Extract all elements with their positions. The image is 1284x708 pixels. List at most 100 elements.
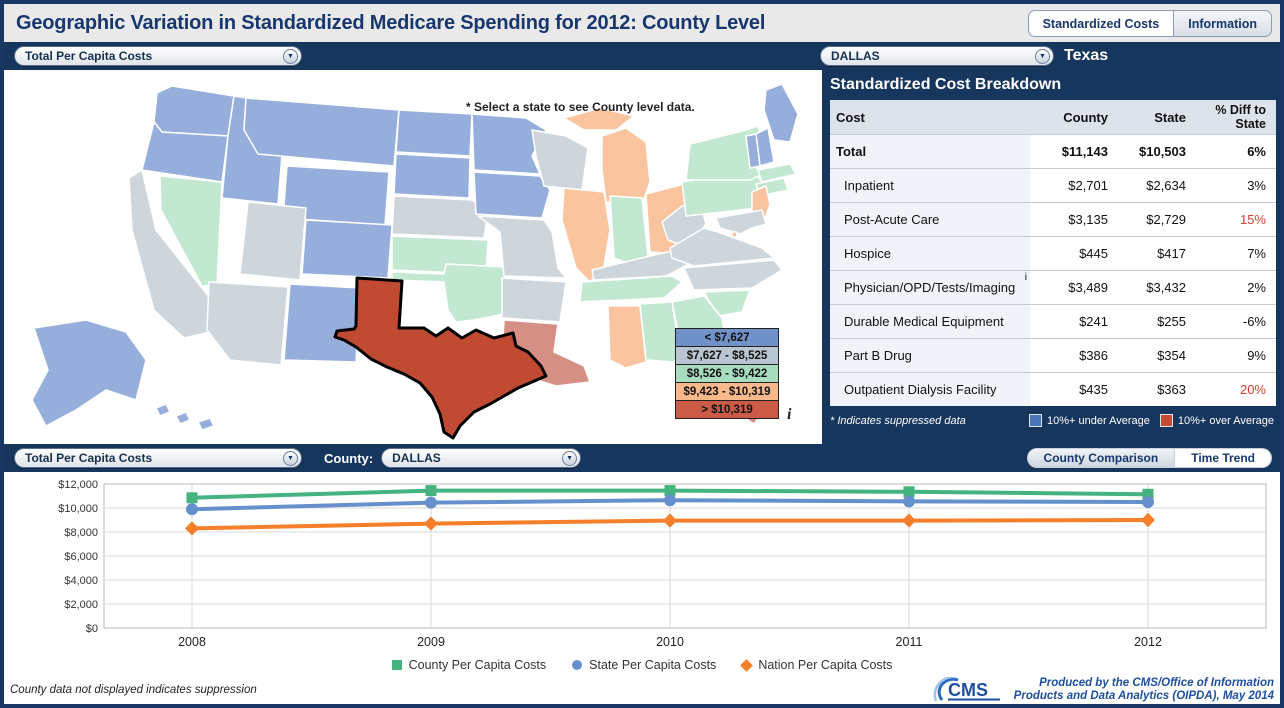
data-point[interactable] (662, 513, 678, 528)
data-point[interactable] (423, 516, 439, 531)
state-NE[interactable] (391, 195, 489, 239)
credit-block: CMS Produced by the CMS/Office of Inform… (932, 677, 1274, 703)
tab-time-trend[interactable]: Time Trend (1175, 448, 1272, 468)
map-controls-bar: Total Per Capita Costs ▼ DALLAS ▼ Texas (4, 42, 1280, 70)
state-CO[interactable] (301, 219, 393, 279)
state-NC[interactable] (683, 259, 783, 291)
state-TX[interactable] (333, 276, 548, 440)
county-dropdown-top[interactable]: DALLAS ▼ (820, 46, 1054, 66)
state-ME[interactable] (763, 83, 799, 143)
trend-metric-dropdown[interactable]: Total Per Capita Costs ▼ (14, 448, 302, 468)
data-point[interactable] (903, 495, 915, 508)
state-OR[interactable] (141, 121, 229, 183)
selected-state-label: Texas (1064, 47, 1109, 64)
state-IA[interactable] (473, 171, 551, 219)
state-OK[interactable] (391, 263, 507, 323)
data-point[interactable] (425, 485, 437, 497)
state-MN[interactable] (471, 113, 547, 175)
trend-chart-legend: County Per Capita Costs State Per Capita … (4, 654, 1280, 676)
cost-name: Physician/OPD/Tests/Imaging i (830, 271, 1030, 304)
state-NM[interactable] (283, 283, 361, 363)
us-choropleth-map[interactable] (4, 70, 822, 444)
trend-county-dropdown-value: DALLAS (392, 451, 441, 465)
state-value: $10,503 (1139, 144, 1186, 159)
info-icon[interactable]: i (787, 406, 792, 423)
state-TN[interactable] (579, 275, 683, 303)
cms-logo: CMS (933, 677, 1000, 702)
over-average-label: 10%+ over Average (1177, 414, 1274, 427)
x-axis-tick: 2010 (656, 635, 684, 649)
data-point[interactable] (1142, 495, 1154, 508)
diff-value: 3% (1247, 178, 1266, 193)
data-point[interactable] (186, 503, 198, 516)
map-legend-row: > $10,319 (675, 400, 779, 419)
state-AK[interactable] (31, 319, 147, 427)
state-VA[interactable] (669, 227, 775, 267)
state-value: $255 (1157, 314, 1186, 329)
state-HI[interactable] (155, 403, 215, 431)
data-point[interactable] (664, 494, 676, 507)
trend-county-dropdown[interactable]: DALLAS ▼ (381, 448, 582, 468)
cost-name: Post-Acute Care (830, 203, 1030, 236)
county-value: $445 (1079, 246, 1108, 261)
tab-county-comparison[interactable]: County Comparison (1026, 448, 1176, 468)
x-axis-tick: 2008 (178, 635, 206, 649)
y-axis-tick: $10,000 (58, 503, 98, 515)
county-value: $435 (1079, 382, 1108, 397)
data-point[interactable] (901, 513, 917, 528)
us-map-panel: * Select a state to see County level dat… (4, 70, 822, 444)
state-AR[interactable] (501, 277, 567, 323)
col-county: County (1063, 109, 1108, 125)
suppressed-data-note: * Indicates suppressed data (830, 414, 966, 427)
data-point[interactable] (903, 486, 915, 498)
state-SD[interactable] (393, 153, 471, 199)
col-diff: % Diff to State (1215, 102, 1266, 131)
data-point[interactable] (1142, 488, 1154, 500)
trend-controls-bar: Total Per Capita Costs ▼ County: DALLAS … (4, 444, 1280, 472)
state-AZ[interactable] (206, 281, 289, 366)
title-bar: Geographic Variation in Standardized Med… (4, 4, 1280, 42)
cms-logo-text: CMS (948, 680, 988, 700)
diff-value: 7% (1247, 246, 1266, 261)
map-legend: < $7,627 $7,627 - $8,525 $8,526 - $9,422 $9… (675, 328, 779, 419)
state-AL[interactable] (639, 301, 681, 363)
x-axis-tick: 2011 (896, 635, 923, 649)
table-header-row: Cost County State % Diff to State (830, 100, 1276, 134)
state-MA[interactable] (757, 163, 797, 183)
trend-line-chart: $12,000 $10,000 $8,000 $6,000 $4,000 $2,000 $0… (58, 479, 1267, 649)
state-VT[interactable] (745, 133, 761, 169)
state-UT[interactable] (239, 201, 307, 281)
cost-name: Hospice (830, 237, 1030, 270)
chevron-down-icon: ▼ (562, 450, 578, 466)
data-point[interactable] (1140, 512, 1156, 528)
diff-value: 9% (1247, 348, 1266, 363)
state-MD[interactable] (715, 209, 767, 235)
under-average-label: 10%+ under Average (1047, 414, 1150, 427)
state-IN[interactable] (609, 195, 649, 265)
state-MT[interactable] (243, 97, 400, 167)
state-MI[interactable] (563, 107, 651, 205)
state-MS[interactable] (607, 305, 647, 369)
state-MO[interactable] (477, 215, 567, 279)
data-point[interactable] (425, 496, 437, 509)
state-ND[interactable] (395, 109, 473, 157)
y-axis-tick: $2,000 (64, 599, 98, 611)
map-metric-dropdown[interactable]: Total Per Capita Costs ▼ (14, 46, 302, 66)
tab-standardized-costs[interactable]: Standardized Costs (1027, 10, 1175, 37)
county-value: $241 (1079, 314, 1108, 329)
cost-breakdown-table: Cost County State % Diff to State Total $11,14… (830, 100, 1276, 406)
under-average-swatch (1029, 414, 1043, 427)
cost-breakdown-panel: Standardized Cost Breakdown Cost County St… (822, 70, 1280, 444)
breakdown-title: Standardized Cost Breakdown (830, 76, 1062, 93)
suppression-note: County data not displayed indicates supp… (10, 684, 257, 696)
data-point[interactable] (664, 485, 676, 497)
county-dropdown-top-value: DALLAS (831, 49, 880, 63)
data-point[interactable] (186, 492, 198, 504)
tab-information[interactable]: Information (1174, 10, 1272, 37)
y-axis-tick: $6,000 (64, 551, 98, 563)
data-point[interactable] (184, 521, 200, 536)
state-WA[interactable] (153, 85, 235, 137)
map-metric-dropdown-value: Total Per Capita Costs (25, 49, 153, 63)
state-DC[interactable] (731, 231, 738, 238)
